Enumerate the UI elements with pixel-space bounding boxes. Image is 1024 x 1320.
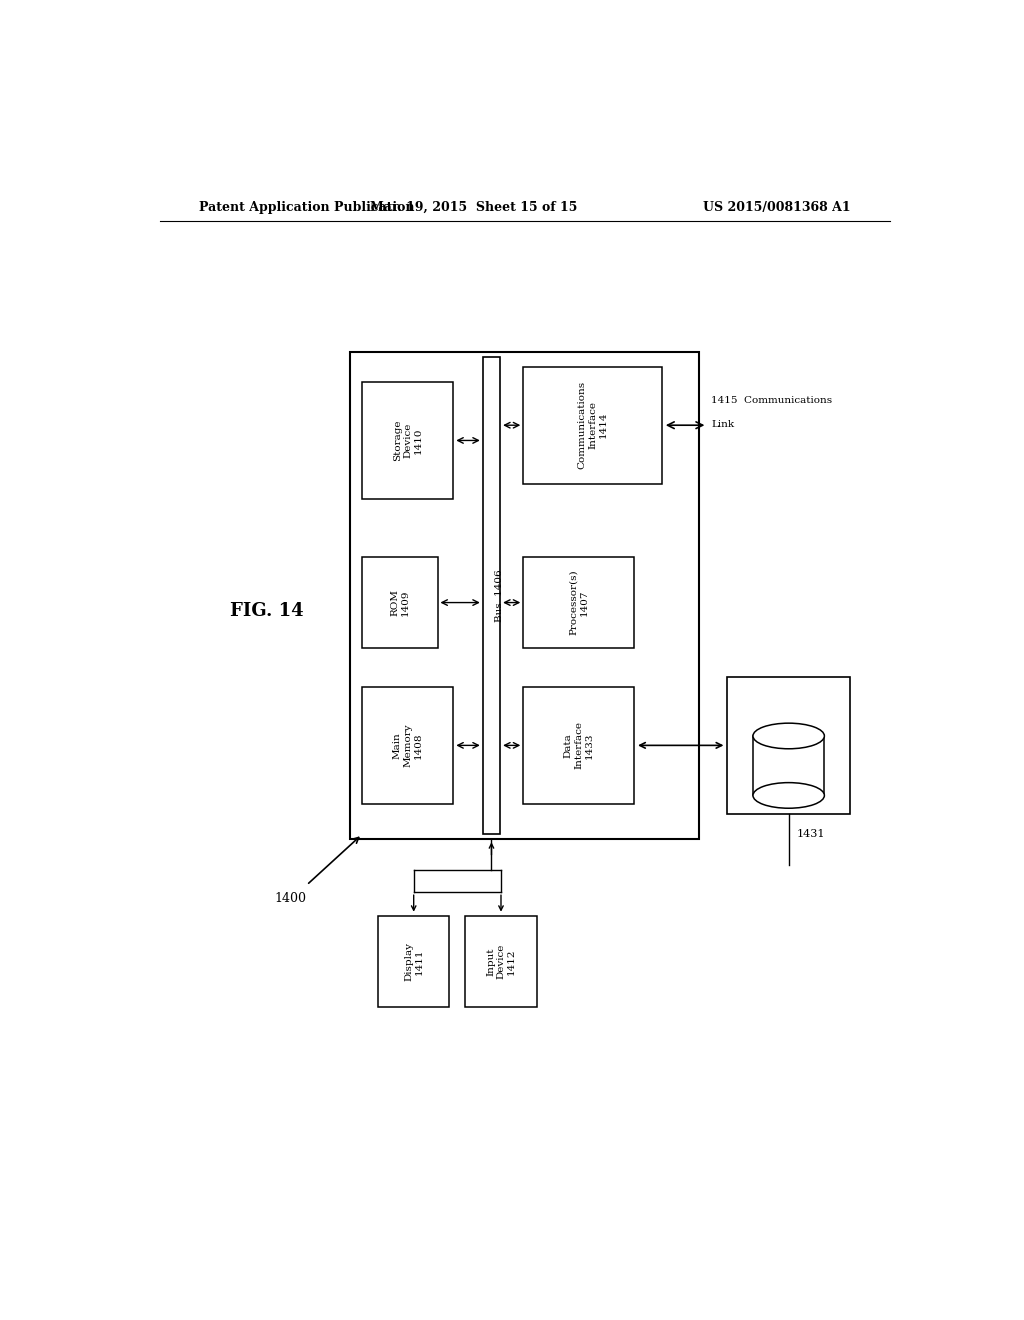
Text: DB
1432: DB 1432 [794,756,815,785]
Ellipse shape [753,783,824,808]
Bar [753,737,824,796]
Text: Processor(s)
1407: Processor(s) 1407 [569,570,589,635]
Bar [482,356,500,834]
Text: FIG. 14: FIG. 14 [230,602,304,619]
Text: Display
1411: Display 1411 [404,942,423,981]
Bar [350,351,699,840]
Bar [362,381,454,499]
Text: 1431: 1431 [797,829,825,840]
Text: 1415  Communications: 1415 Communications [712,396,833,405]
Bar [523,686,634,804]
Bar [362,686,454,804]
Text: Communications
Interface
1414: Communications Interface 1414 [578,381,607,470]
Bar [523,367,663,483]
Bar [523,557,634,648]
Ellipse shape [753,723,824,748]
Text: Mar. 19, 2015  Sheet 15 of 15: Mar. 19, 2015 Sheet 15 of 15 [370,201,577,214]
Text: Main
Memory
1408: Main Memory 1408 [393,723,423,767]
Bar [362,557,437,648]
Text: Link: Link [712,420,734,429]
Text: Data
Interface
1433: Data Interface 1433 [564,721,594,770]
Text: Patent Application Publication: Patent Application Publication [200,201,415,214]
Text: 1400: 1400 [274,892,307,906]
Bar [465,916,537,1007]
Text: US 2015/0081368 A1: US 2015/0081368 A1 [702,201,850,214]
Text: Storage
Device
1410: Storage Device 1410 [393,420,423,461]
Bar [378,916,450,1007]
Text: ROM
1409: ROM 1409 [390,589,410,616]
Bar [727,677,850,814]
Text: Bus  1406: Bus 1406 [496,569,505,622]
Text: Input
Device
1412: Input Device 1412 [486,944,516,979]
